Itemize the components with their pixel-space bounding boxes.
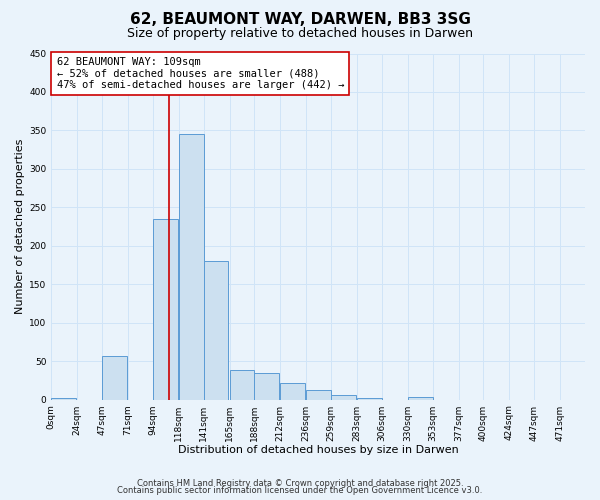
Y-axis label: Number of detached properties: Number of detached properties [15,139,25,314]
Bar [280,382,305,400]
Text: Size of property relative to detached houses in Darwen: Size of property relative to detached ho… [127,28,473,40]
Text: 62, BEAUMONT WAY, DARWEN, BB3 3SG: 62, BEAUMONT WAY, DARWEN, BB3 3SG [130,12,470,28]
Text: 62 BEAUMONT WAY: 109sqm
← 52% of detached houses are smaller (488)
47% of semi-d: 62 BEAUMONT WAY: 109sqm ← 52% of detache… [56,57,344,90]
X-axis label: Distribution of detached houses by size in Darwen: Distribution of detached houses by size … [178,445,458,455]
Text: Contains HM Land Registry data © Crown copyright and database right 2025.: Contains HM Land Registry data © Crown c… [137,478,463,488]
Bar [51,398,76,400]
Bar [408,398,433,400]
Bar [331,395,356,400]
Bar [153,219,178,400]
Bar [230,370,254,400]
Text: Contains public sector information licensed under the Open Government Licence v3: Contains public sector information licen… [118,486,482,495]
Bar [102,356,127,400]
Bar [203,261,229,400]
Bar [254,372,279,400]
Bar [306,390,331,400]
Bar [357,398,382,400]
Bar [179,134,203,400]
